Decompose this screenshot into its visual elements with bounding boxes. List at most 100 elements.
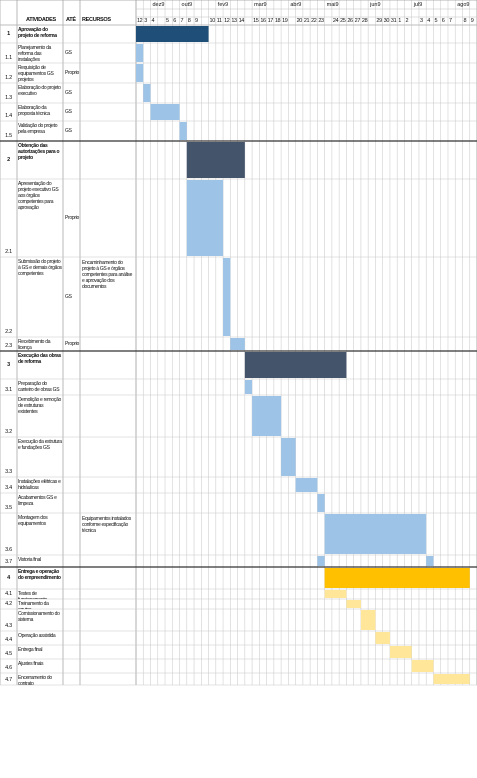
- row-task: Planejamento da reforma das instalações: [18, 45, 52, 63]
- gantt-bar: [223, 258, 231, 336]
- day-label: 6: [441, 18, 445, 24]
- day-label: 11: [216, 18, 222, 24]
- day-label: 16: [260, 18, 266, 24]
- day-label: 20: [296, 18, 303, 24]
- day-label: 28: [361, 18, 368, 24]
- month-label: mai9: [326, 2, 339, 8]
- gantt-bar: [281, 438, 296, 476]
- gantt-bar: [186, 180, 224, 256]
- day-label: 31: [390, 18, 397, 24]
- day-label: 3: [419, 18, 423, 24]
- row-id: 1: [7, 31, 10, 37]
- month-label: ago9: [457, 2, 470, 8]
- row-task: Submissão do projeto à GS e demais órgão…: [18, 259, 62, 277]
- row-id: 3.3: [5, 469, 12, 475]
- gantt-bar: [324, 590, 347, 598]
- day-label: 12: [224, 18, 230, 24]
- gantt-bar: [252, 396, 282, 436]
- row-task: Operação assistida: [18, 633, 56, 639]
- month-label: mar9: [254, 2, 267, 8]
- row-id: 4.5: [5, 651, 12, 657]
- month-label: abr9: [290, 2, 302, 8]
- row-resource: Proprio: [65, 215, 80, 221]
- row-task: Encerramento do contrato: [18, 675, 52, 685]
- col-header-resources: RECURSOS: [82, 17, 111, 23]
- gantt-bar: [295, 478, 318, 492]
- day-label: 8: [187, 18, 191, 24]
- gantt-bar: [411, 660, 434, 672]
- day-label: 3: [144, 18, 147, 24]
- row-resource: Proprio: [65, 341, 80, 347]
- day-label: 5: [434, 18, 438, 24]
- gantt-bar: [426, 556, 434, 566]
- gantt-bar: [136, 64, 144, 82]
- row-id: 4.4: [5, 637, 12, 643]
- day-label: 9: [195, 18, 198, 24]
- row-id: 4.2: [5, 601, 12, 607]
- day-label: 19: [282, 18, 288, 24]
- row-id: 2.1: [5, 249, 12, 255]
- month-label: dez9: [152, 2, 165, 8]
- row-task: Execução das obras de reforma: [18, 353, 61, 365]
- row-id: 1.5: [5, 133, 12, 139]
- month-label: out9: [181, 2, 193, 8]
- gantt-bar: [179, 122, 187, 140]
- row-task: Vistoria final: [18, 557, 41, 563]
- gantt-bar: [244, 352, 347, 378]
- day-label: 14: [238, 18, 245, 24]
- row-task: Instalações elétricas e hidráulicas: [18, 479, 61, 491]
- gantt-bar: [150, 104, 180, 120]
- day-label: 1: [398, 18, 401, 24]
- gantt-bar: [346, 600, 361, 608]
- month-label: jul9: [413, 2, 423, 8]
- day-label: 10: [209, 18, 216, 24]
- row-resource: GS: [65, 109, 72, 115]
- month-label: fev9: [217, 2, 229, 8]
- row-task: Validação do projeto pela empresa: [18, 123, 58, 135]
- row-task: Elaboração do projeto executivo: [18, 85, 61, 97]
- row-task: Requisição de equipamentos GS projetos: [18, 65, 54, 83]
- row-task: Ajustes finais: [18, 661, 44, 667]
- day-label: 5: [166, 18, 169, 24]
- row-notes: Equipamentos instalados conforme especif…: [82, 516, 131, 534]
- gantt-bar: [433, 674, 470, 684]
- gantt-bar: [375, 632, 390, 644]
- row-task: Treinamento da equipe: [18, 601, 49, 609]
- row-id: 2.3: [5, 343, 12, 349]
- day-label: 23: [318, 18, 324, 24]
- row-id: 3.7: [5, 559, 12, 565]
- row-id: 3: [7, 362, 10, 368]
- day-label: 25: [340, 18, 346, 24]
- row-id: 3.4: [5, 485, 12, 491]
- month-label: jun9: [370, 2, 381, 8]
- col-header-until: ATÉ: [66, 17, 76, 23]
- gantt-bar: [360, 610, 376, 630]
- row-task: Acabamentos GS e limpeza: [18, 495, 57, 507]
- row-task: Obtenção das autorizações para o projeto: [18, 143, 60, 161]
- row-id: 1.1: [5, 55, 12, 61]
- gantt-bar: [317, 556, 325, 566]
- day-label: 15: [253, 18, 259, 24]
- row-task: Elaboração da proposta técnica: [18, 105, 50, 117]
- day-label: 7: [448, 18, 452, 24]
- day-label: 24: [332, 18, 339, 24]
- row-notes: Encaminhamento do projeto à GS e órgãos …: [82, 260, 133, 290]
- row-id: 4.3: [5, 623, 12, 629]
- row-id: 3.1: [5, 387, 12, 393]
- day-label: 26: [347, 18, 353, 24]
- day-label: 4: [151, 18, 155, 24]
- row-id: 2: [7, 157, 10, 163]
- day-label: 27: [354, 18, 361, 24]
- row-id: 3.6: [5, 547, 12, 553]
- day-label: 18: [274, 18, 281, 24]
- day-label: 30: [383, 18, 390, 24]
- day-label: 6: [173, 18, 176, 24]
- gantt-bar: [136, 26, 209, 42]
- row-task: Execução da estrutura e fundações GS: [18, 439, 62, 451]
- gantt-bar: [230, 338, 245, 350]
- row-task: Apresentação do projeto executivo GS aos…: [18, 181, 59, 211]
- day-label: 22: [311, 18, 317, 24]
- day-label: 7: [180, 18, 184, 24]
